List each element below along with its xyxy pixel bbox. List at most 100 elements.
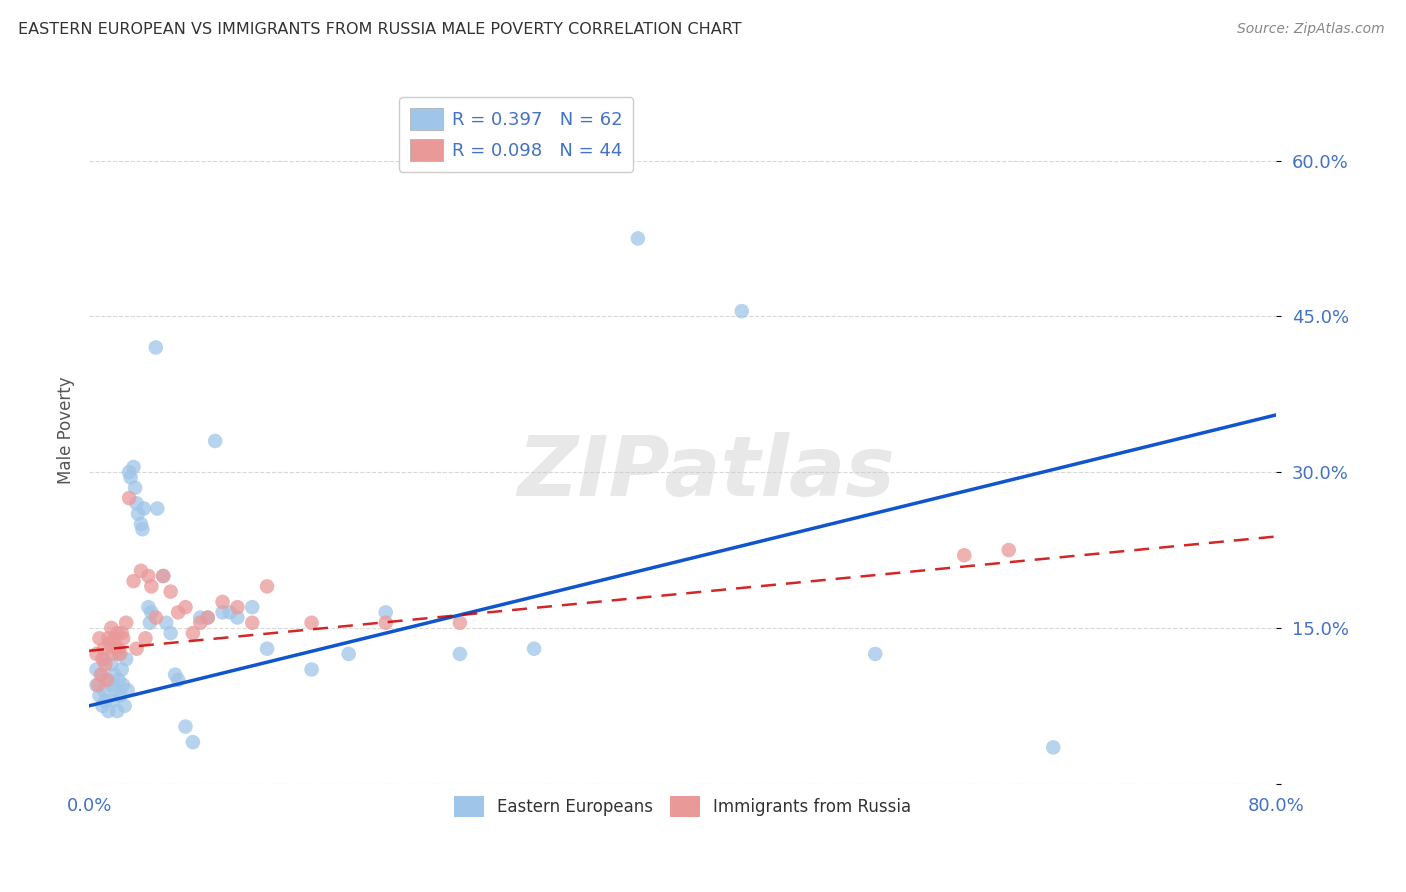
Point — [449, 615, 471, 630]
Point — [863, 647, 886, 661]
Point — [101, 647, 124, 661]
Point — [111, 663, 134, 677]
Point — [105, 704, 128, 718]
Point — [523, 641, 546, 656]
Point — [731, 304, 754, 318]
Point — [159, 626, 181, 640]
Point — [240, 600, 263, 615]
Point — [127, 507, 149, 521]
Point — [100, 678, 122, 692]
Point — [90, 667, 112, 681]
Point — [181, 626, 204, 640]
Point — [103, 632, 125, 646]
Point — [117, 683, 139, 698]
Point — [115, 652, 138, 666]
Y-axis label: Male Poverty: Male Poverty — [58, 376, 75, 484]
Point — [107, 647, 129, 661]
Point — [204, 434, 226, 448]
Legend: Eastern Europeans, Immigrants from Russia: Eastern Europeans, Immigrants from Russi… — [446, 788, 920, 825]
Point — [219, 605, 242, 619]
Text: Source: ZipAtlas.com: Source: ZipAtlas.com — [1237, 22, 1385, 37]
Point — [86, 678, 108, 692]
Point — [89, 632, 111, 646]
Point — [98, 636, 121, 650]
Point — [112, 632, 135, 646]
Point — [301, 663, 323, 677]
Point — [139, 615, 162, 630]
Point — [627, 231, 650, 245]
Point — [129, 517, 152, 532]
Point — [211, 595, 233, 609]
Point — [114, 698, 136, 713]
Point — [93, 652, 115, 666]
Point — [141, 605, 163, 619]
Point — [145, 341, 167, 355]
Point — [167, 605, 190, 619]
Point — [97, 704, 120, 718]
Point — [155, 615, 177, 630]
Point — [107, 641, 129, 656]
Text: ZIPatlas: ZIPatlas — [517, 433, 896, 514]
Point — [1042, 740, 1064, 755]
Point — [131, 522, 153, 536]
Point — [129, 564, 152, 578]
Point — [87, 678, 110, 692]
Point — [118, 491, 141, 505]
Text: EASTERN EUROPEAN VS IMMIGRANTS FROM RUSSIA MALE POVERTY CORRELATION CHART: EASTERN EUROPEAN VS IMMIGRANTS FROM RUSS… — [18, 22, 742, 37]
Point — [174, 600, 197, 615]
Point — [104, 641, 127, 656]
Point — [226, 600, 249, 615]
Point — [374, 605, 396, 619]
Point — [181, 735, 204, 749]
Point — [91, 652, 114, 666]
Point — [152, 569, 174, 583]
Point — [90, 667, 112, 681]
Point — [226, 610, 249, 624]
Point — [91, 698, 114, 713]
Point — [997, 543, 1019, 558]
Point — [167, 673, 190, 687]
Point — [104, 683, 127, 698]
Point — [112, 678, 135, 692]
Point — [145, 610, 167, 624]
Point — [86, 663, 108, 677]
Point — [165, 667, 187, 681]
Point — [256, 579, 278, 593]
Point — [101, 693, 124, 707]
Point — [105, 626, 128, 640]
Point — [111, 626, 134, 640]
Point — [188, 610, 211, 624]
Point — [122, 459, 145, 474]
Point — [188, 615, 211, 630]
Point — [132, 501, 155, 516]
Point — [141, 579, 163, 593]
Point — [337, 647, 360, 661]
Point — [96, 673, 118, 687]
Point — [89, 689, 111, 703]
Point — [103, 667, 125, 681]
Point — [240, 615, 263, 630]
Point — [120, 470, 142, 484]
Point — [197, 610, 219, 624]
Point — [159, 584, 181, 599]
Point — [152, 569, 174, 583]
Point — [100, 621, 122, 635]
Point — [134, 632, 156, 646]
Point — [138, 600, 160, 615]
Point — [146, 501, 169, 516]
Point — [449, 647, 471, 661]
Point — [125, 641, 148, 656]
Point — [107, 673, 129, 687]
Point — [953, 548, 976, 562]
Point — [124, 481, 146, 495]
Point — [211, 605, 233, 619]
Point — [94, 657, 117, 672]
Point — [256, 641, 278, 656]
Point — [115, 615, 138, 630]
Point — [93, 641, 115, 656]
Point — [110, 689, 132, 703]
Point — [125, 496, 148, 510]
Point — [86, 647, 108, 661]
Point — [138, 569, 160, 583]
Point — [197, 610, 219, 624]
